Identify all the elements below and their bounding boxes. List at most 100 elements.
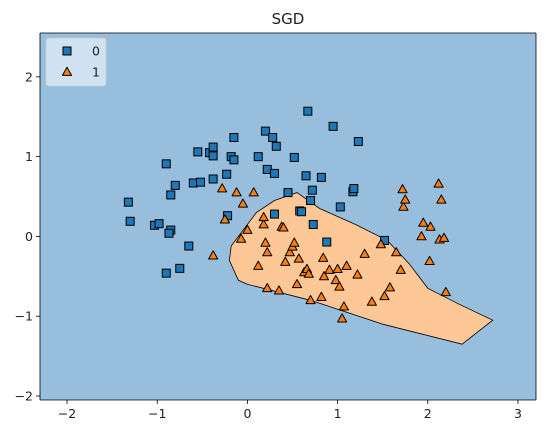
data-point-class-1 bbox=[438, 232, 450, 242]
data-point-class-1 bbox=[359, 248, 370, 258]
chart-title: SGD bbox=[272, 10, 305, 28]
data-point-class-0 bbox=[303, 106, 313, 116]
data-point-class-0 bbox=[316, 172, 326, 182]
data-point-class-0 bbox=[297, 207, 307, 217]
data-point-class-1 bbox=[305, 294, 316, 305]
data-point-class-1 bbox=[440, 286, 451, 297]
y-tick-label: −2 bbox=[15, 389, 33, 404]
legend-marker-class-0 bbox=[62, 46, 72, 56]
data-point-class-0 bbox=[193, 147, 203, 157]
data-point-class-1 bbox=[337, 313, 348, 323]
data-point-class-0 bbox=[308, 219, 318, 229]
data-point-class-0 bbox=[123, 197, 133, 207]
x-tick-label: 1 bbox=[334, 406, 342, 421]
data-point-class-0 bbox=[208, 174, 218, 184]
data-point-class-1 bbox=[395, 264, 406, 274]
data-point-class-1 bbox=[293, 253, 304, 263]
data-point-class-0 bbox=[307, 185, 317, 195]
x-tick-label: −2 bbox=[58, 406, 76, 421]
data-point-class-1 bbox=[425, 221, 436, 231]
axis-spines bbox=[39, 32, 537, 401]
data-point-class-1 bbox=[262, 283, 273, 293]
data-point-class-0 bbox=[269, 168, 279, 178]
x-axis-ticks: −2 −1 0 1 2 3 bbox=[58, 400, 522, 421]
data-point-class-1 bbox=[219, 214, 230, 224]
data-point-class-0 bbox=[229, 155, 239, 165]
data-point-class-1 bbox=[231, 187, 242, 197]
data-point-class-1 bbox=[424, 255, 435, 266]
y-tick-label: 1 bbox=[25, 149, 33, 164]
data-point-class-1 bbox=[319, 271, 330, 281]
data-point-class-0 bbox=[328, 121, 338, 131]
data-point-class-1 bbox=[278, 222, 289, 232]
data-point-class-1 bbox=[236, 233, 247, 243]
data-point-class-0 bbox=[166, 190, 176, 200]
data-point-class-0 bbox=[269, 209, 279, 219]
data-point-class-1 bbox=[280, 256, 291, 266]
data-point-class-1 bbox=[366, 296, 377, 306]
data-point-class-1 bbox=[316, 291, 327, 301]
data-point-class-0 bbox=[161, 268, 171, 278]
legend: 01 bbox=[45, 37, 107, 87]
data-point-class-1 bbox=[375, 239, 386, 249]
data-point-class-1 bbox=[273, 285, 285, 295]
x-tick-label: 2 bbox=[424, 406, 432, 421]
data-point-class-0 bbox=[260, 126, 270, 136]
data-point-class-1 bbox=[338, 301, 349, 311]
data-point-class-1 bbox=[258, 211, 269, 222]
data-point-class-1 bbox=[352, 269, 363, 279]
data-point-class-1 bbox=[258, 219, 269, 229]
legend-frame bbox=[45, 37, 107, 87]
data-point-class-0 bbox=[222, 169, 232, 179]
data-point-class-1 bbox=[341, 260, 352, 270]
x-tick-label: 3 bbox=[514, 406, 522, 421]
legend-marker-class-1 bbox=[61, 66, 73, 76]
data-point-class-1 bbox=[400, 194, 411, 204]
data-point-class-1 bbox=[416, 231, 427, 241]
data-points bbox=[123, 106, 451, 323]
data-point-class-1 bbox=[284, 247, 295, 257]
data-point-class-0 bbox=[170, 180, 180, 190]
x-tick-label: −1 bbox=[148, 406, 166, 421]
y-tick-label: 0 bbox=[25, 229, 33, 244]
data-point-class-0 bbox=[349, 184, 359, 194]
data-point-class-1 bbox=[303, 268, 314, 278]
data-point-class-1 bbox=[332, 263, 343, 274]
data-point-class-1 bbox=[397, 184, 408, 194]
data-point-class-1 bbox=[262, 247, 273, 257]
data-point-class-0 bbox=[175, 263, 185, 273]
data-point-class-1 bbox=[237, 198, 248, 208]
data-point-class-1 bbox=[318, 252, 329, 262]
data-point-class-1 bbox=[217, 183, 228, 193]
plot-area bbox=[40, 33, 536, 400]
y-axis-ticks: −2 −1 0 1 2 bbox=[15, 69, 40, 404]
data-point-class-0 bbox=[322, 237, 332, 247]
data-point-class-1 bbox=[208, 250, 219, 260]
y-tick-label: −1 bbox=[15, 309, 33, 324]
data-point-class-0 bbox=[229, 133, 239, 143]
data-point-class-0 bbox=[161, 159, 171, 169]
data-point-class-0 bbox=[164, 228, 174, 238]
data-point-class-0 bbox=[196, 177, 206, 187]
data-point-class-1 bbox=[330, 275, 341, 285]
x-tick-label: 0 bbox=[243, 406, 251, 421]
data-point-class-1 bbox=[418, 217, 429, 227]
data-point-class-0 bbox=[283, 188, 293, 198]
data-point-class-0 bbox=[208, 151, 218, 161]
data-point-class-1 bbox=[324, 264, 335, 274]
data-point-class-1 bbox=[289, 237, 300, 247]
data-point-class-1 bbox=[291, 279, 303, 289]
data-point-class-1 bbox=[242, 224, 253, 234]
data-point-class-0 bbox=[253, 152, 263, 162]
data-point-class-1 bbox=[436, 194, 447, 204]
data-point-class-1 bbox=[379, 290, 390, 301]
data-point-class-0 bbox=[306, 196, 316, 206]
data-point-class-0 bbox=[271, 141, 281, 151]
data-point-class-1 bbox=[398, 201, 409, 211]
data-point-class-1 bbox=[433, 178, 444, 188]
data-point-class-0 bbox=[301, 171, 311, 181]
data-point-class-0 bbox=[208, 142, 218, 152]
data-point-class-0 bbox=[125, 216, 135, 226]
data-point-class-0 bbox=[184, 241, 194, 251]
